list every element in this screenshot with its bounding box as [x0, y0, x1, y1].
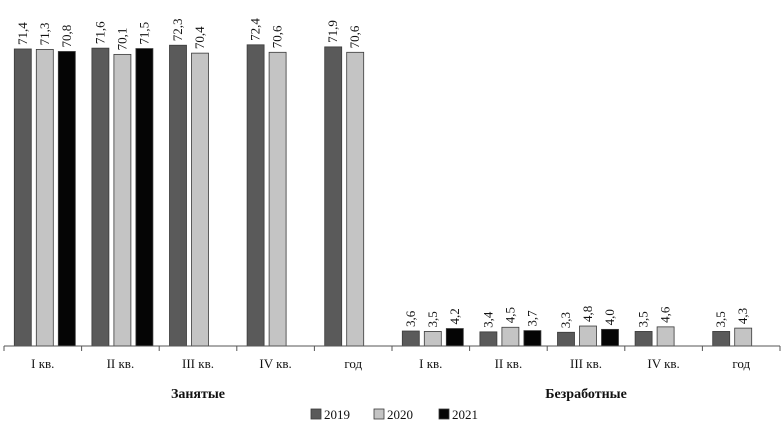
- x-tick-label-1: II кв.: [107, 356, 135, 371]
- bar-2021-1: [135, 48, 154, 347]
- bar-2019-4: [324, 46, 343, 347]
- value-label-2020-0: 71,3: [37, 23, 52, 46]
- bar-2019-3: [246, 44, 265, 347]
- bar-2020-3: [268, 51, 287, 347]
- value-label-2020-6: 4,5: [502, 307, 517, 323]
- value-labels-layer: 71,4 71,3 70,8 71,6 70,1 71,5 72,3 70,4 72,4 70,6…: [15, 18, 750, 329]
- x-tick-label-5: I кв.: [419, 356, 442, 371]
- bar-2020-2: [191, 52, 209, 347]
- group-label-0: Занятые: [171, 387, 225, 402]
- value-label-2020-1: 70,1: [114, 28, 129, 51]
- value-label-2021-7: 4,0: [602, 309, 617, 325]
- x-tick-label-6: II кв.: [495, 356, 523, 371]
- legend: 2019 2020 2021: [310, 407, 478, 422]
- bar-2021-6: [523, 330, 542, 347]
- bar-2021-0: [57, 51, 76, 347]
- bars-layer: [13, 44, 753, 347]
- value-label-2019-0: 71,4: [15, 22, 30, 45]
- bar-2019-8: [634, 331, 653, 347]
- legend-label-2019: 2019: [324, 407, 350, 422]
- bar-2019-5: [401, 330, 420, 347]
- legend-swatch-2021: [438, 408, 450, 420]
- value-label-2019-9: 3,5: [713, 311, 728, 327]
- bar-2020-5: [423, 331, 442, 347]
- bar-2021-7: [601, 328, 619, 347]
- bar-2019-0: [13, 48, 32, 347]
- value-label-2020-4: 70,6: [347, 25, 362, 48]
- value-label-2019-5: 3,6: [403, 310, 418, 327]
- value-label-2020-8: 4,6: [658, 306, 673, 323]
- bar-2020-0: [35, 48, 54, 347]
- bar-2020-7: [579, 325, 597, 347]
- x-tick-label-2: III кв.: [182, 356, 214, 371]
- legend-swatch-2020: [373, 408, 385, 420]
- bar-2020-6: [501, 326, 520, 347]
- x-tick-label-9: год: [732, 356, 750, 371]
- bar-2020-8: [656, 326, 675, 347]
- value-label-2019-8: 3,5: [636, 311, 651, 327]
- x-tick-label-4: год: [344, 356, 362, 371]
- bar-2019-9: [712, 331, 731, 347]
- value-label-2019-1: 71,6: [92, 21, 107, 44]
- value-label-2019-3: 72,4: [248, 18, 263, 41]
- value-label-2020-5: 3,5: [425, 311, 440, 327]
- value-label-2019-7: 3,3: [558, 312, 573, 328]
- bar-2020-1: [113, 53, 132, 347]
- x-tick-label-0: I кв.: [31, 356, 54, 371]
- value-label-2019-2: 72,3: [170, 18, 185, 41]
- value-label-2021-0: 70,8: [59, 25, 74, 48]
- value-label-2021-1: 71,5: [136, 22, 151, 45]
- x-axis-labels: I кв. II кв. III кв. IV кв. год I кв. II кв. II…: [31, 356, 750, 371]
- group-label-1: Безработные: [545, 387, 627, 402]
- value-label-2020-9: 4,3: [735, 308, 750, 324]
- bar-2021-5: [445, 328, 464, 347]
- legend-swatch-2019: [310, 408, 322, 420]
- bar-2019-6: [479, 331, 498, 347]
- x-axis-ticks: [3, 346, 781, 351]
- group-labels: Занятые Безработные: [171, 387, 627, 402]
- value-label-2019-4: 71,9: [325, 20, 340, 43]
- value-label-2020-2: 70,4: [192, 26, 207, 49]
- value-label-2020-3: 70,6: [270, 25, 285, 48]
- bar-2020-4: [346, 51, 365, 347]
- x-tick-label-3: IV кв.: [259, 356, 291, 371]
- x-tick-label-7: III кв.: [570, 356, 602, 371]
- value-label-2021-5: 4,2: [447, 308, 462, 324]
- bar-2019-7: [557, 331, 575, 347]
- bar-2019-2: [169, 44, 187, 347]
- bar-2020-9: [734, 327, 753, 347]
- value-label-2021-6: 3,7: [524, 310, 539, 327]
- x-tick-label-8: IV кв.: [647, 356, 679, 371]
- legend-label-2020: 2020: [387, 407, 413, 422]
- bar-2019-1: [91, 47, 110, 347]
- value-label-2019-6: 3,4: [480, 311, 495, 328]
- value-label-2020-7: 4,8: [580, 306, 595, 322]
- legend-label-2021: 2021: [452, 407, 478, 422]
